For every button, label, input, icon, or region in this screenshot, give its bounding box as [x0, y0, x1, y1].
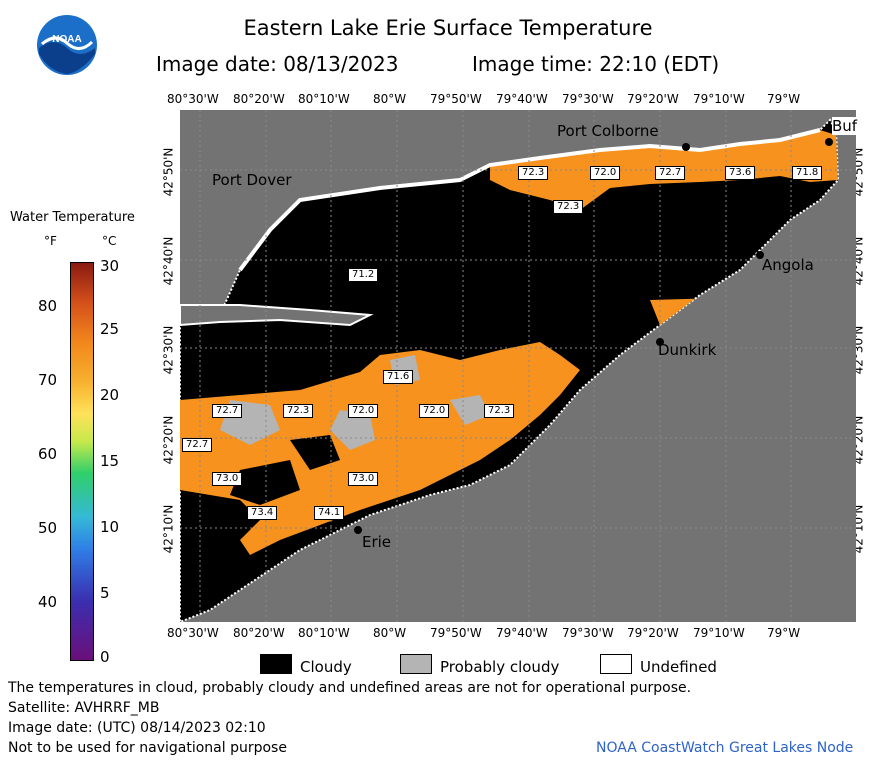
lon-label: 79°20'W	[627, 626, 679, 640]
lon-label: 79°20'W	[627, 92, 679, 106]
footer-disclaimer: The temperatures in cloud, probably clou…	[8, 680, 692, 696]
lon-label: 80°10'W	[298, 92, 350, 106]
city-dot	[682, 143, 690, 151]
temp-label: 72.7	[212, 404, 243, 418]
temp-label: 72.3	[484, 404, 515, 418]
lat-label: 42°20'N	[161, 415, 176, 465]
temp-label: 72.3	[518, 166, 549, 180]
legend-label-cloudy: Cloudy	[300, 658, 352, 676]
undefined-fringe	[238, 128, 821, 272]
probably-cloudy-patch	[450, 395, 490, 425]
noaa-logo-text: NOAA	[52, 34, 81, 45]
colorbar-tick-c: 25	[100, 320, 120, 338]
temp-label: 72.0	[419, 404, 450, 418]
cloud-patch	[230, 460, 300, 505]
city-label-port-colborne: Port Colborne	[557, 122, 659, 140]
image-time: Image time: 22:10 (EDT)	[472, 52, 720, 76]
temp-label: 73.6	[725, 166, 756, 180]
temp-label: 72.0	[590, 166, 621, 180]
colorbar-tick-f: 40	[38, 593, 58, 611]
lon-label: 79°W	[767, 626, 801, 640]
lat-label: 42°40'N	[161, 236, 176, 286]
colorbar-tick-f: 60	[38, 445, 58, 463]
lon-label: 80°20'W	[233, 626, 285, 640]
colorbar-tick-f: 70	[38, 371, 58, 389]
lon-label: 79°40'W	[496, 92, 548, 106]
legend-swatch-probably-cloudy	[400, 654, 432, 674]
footer-nav-note: Not to be used for navigational purpose	[8, 740, 287, 756]
legend-label-probably-cloudy: Probably cloudy	[440, 658, 560, 676]
probably-cloudy-patch	[330, 410, 375, 450]
page-title: Eastern Lake Erie Surface Temperature	[243, 16, 653, 40]
city-label-buffalo: Buf	[832, 117, 858, 135]
temp-label: 73.0	[348, 472, 379, 486]
city-label-dunkirk: Dunkirk	[658, 341, 717, 359]
colorbar-unit-f: °F	[44, 234, 57, 248]
city-dot	[825, 124, 833, 132]
temp-label: 71.8	[792, 166, 823, 180]
colorbar	[70, 262, 94, 661]
lon-label: 79°10'W	[693, 92, 745, 106]
colorbar-tick-f: 50	[38, 519, 58, 537]
noaa-logo: NOAA	[36, 14, 98, 76]
footer-utc-date: Image date: (UTC) 08/14/2023 02:10	[8, 720, 266, 736]
temp-label: 72.0	[348, 404, 379, 418]
footer-credit: NOAA CoastWatch Great Lakes Node	[596, 740, 854, 756]
city-label-angola: Angola	[762, 256, 814, 274]
colorbar-tick-c: 5	[100, 584, 110, 602]
lat-label: 42°30'N	[161, 325, 176, 375]
colorbar-tick-c: 10	[100, 518, 120, 536]
colorbar-tick-c: 15	[100, 452, 120, 470]
image-date: Image date: 08/13/2023	[156, 52, 399, 76]
city-label-port-dover: Port Dover	[212, 171, 292, 189]
lon-label: 79°30'W	[562, 626, 614, 640]
colorbar-tick-c: 30	[100, 257, 120, 275]
temp-label: 73.4	[247, 506, 278, 520]
colorbar-tick-c: 0	[100, 648, 110, 666]
cloud-patch	[290, 435, 340, 470]
temp-label: 72.7	[182, 438, 213, 452]
temp-label: 72.3	[283, 404, 314, 418]
temp-label: 71.2	[348, 268, 379, 282]
long-point-land	[179, 304, 374, 327]
lon-label: 79°W	[767, 92, 801, 106]
temperature-map	[179, 110, 856, 624]
lon-label: 79°10'W	[693, 626, 745, 640]
lon-label: 79°50'W	[430, 626, 482, 640]
lon-label: 80°10'W	[298, 626, 350, 640]
lat-label: 42°50'N	[161, 147, 176, 197]
lon-label: 80°W	[373, 626, 407, 640]
city-dot	[825, 138, 833, 146]
temp-label: 73.0	[212, 472, 243, 486]
temp-label: 74.1	[314, 506, 345, 520]
temp-label: 72.7	[655, 166, 686, 180]
legend-swatch-cloudy	[260, 654, 292, 674]
lon-label: 80°30'W	[167, 92, 219, 106]
lon-label: 79°30'W	[562, 92, 614, 106]
city-dot	[756, 251, 764, 259]
legend-swatch-undefined	[600, 654, 632, 674]
temp-label: 71.6	[383, 370, 414, 384]
lon-label: 79°40'W	[496, 626, 548, 640]
city-dot	[656, 338, 664, 346]
temp-label: 72.3	[553, 200, 584, 214]
lon-label: 79°50'W	[430, 92, 482, 106]
colorbar-title: Water Temperature	[10, 210, 135, 225]
colorbar-unit-c: °C	[102, 234, 117, 248]
lat-label: 42°10'N	[161, 504, 176, 554]
lon-label: 80°W	[373, 92, 407, 106]
lon-label: 80°20'W	[233, 92, 285, 106]
legend-label-undefined: Undefined	[640, 658, 717, 676]
footer-satellite: Satellite: AVHRRF_MB	[8, 700, 160, 716]
colorbar-tick-f: 80	[38, 297, 58, 315]
city-dot	[354, 526, 362, 534]
colorbar-tick-c: 20	[100, 386, 120, 404]
graticule	[180, 110, 856, 622]
city-label-erie: Erie	[362, 533, 392, 551]
lon-label: 80°30'W	[167, 626, 219, 640]
